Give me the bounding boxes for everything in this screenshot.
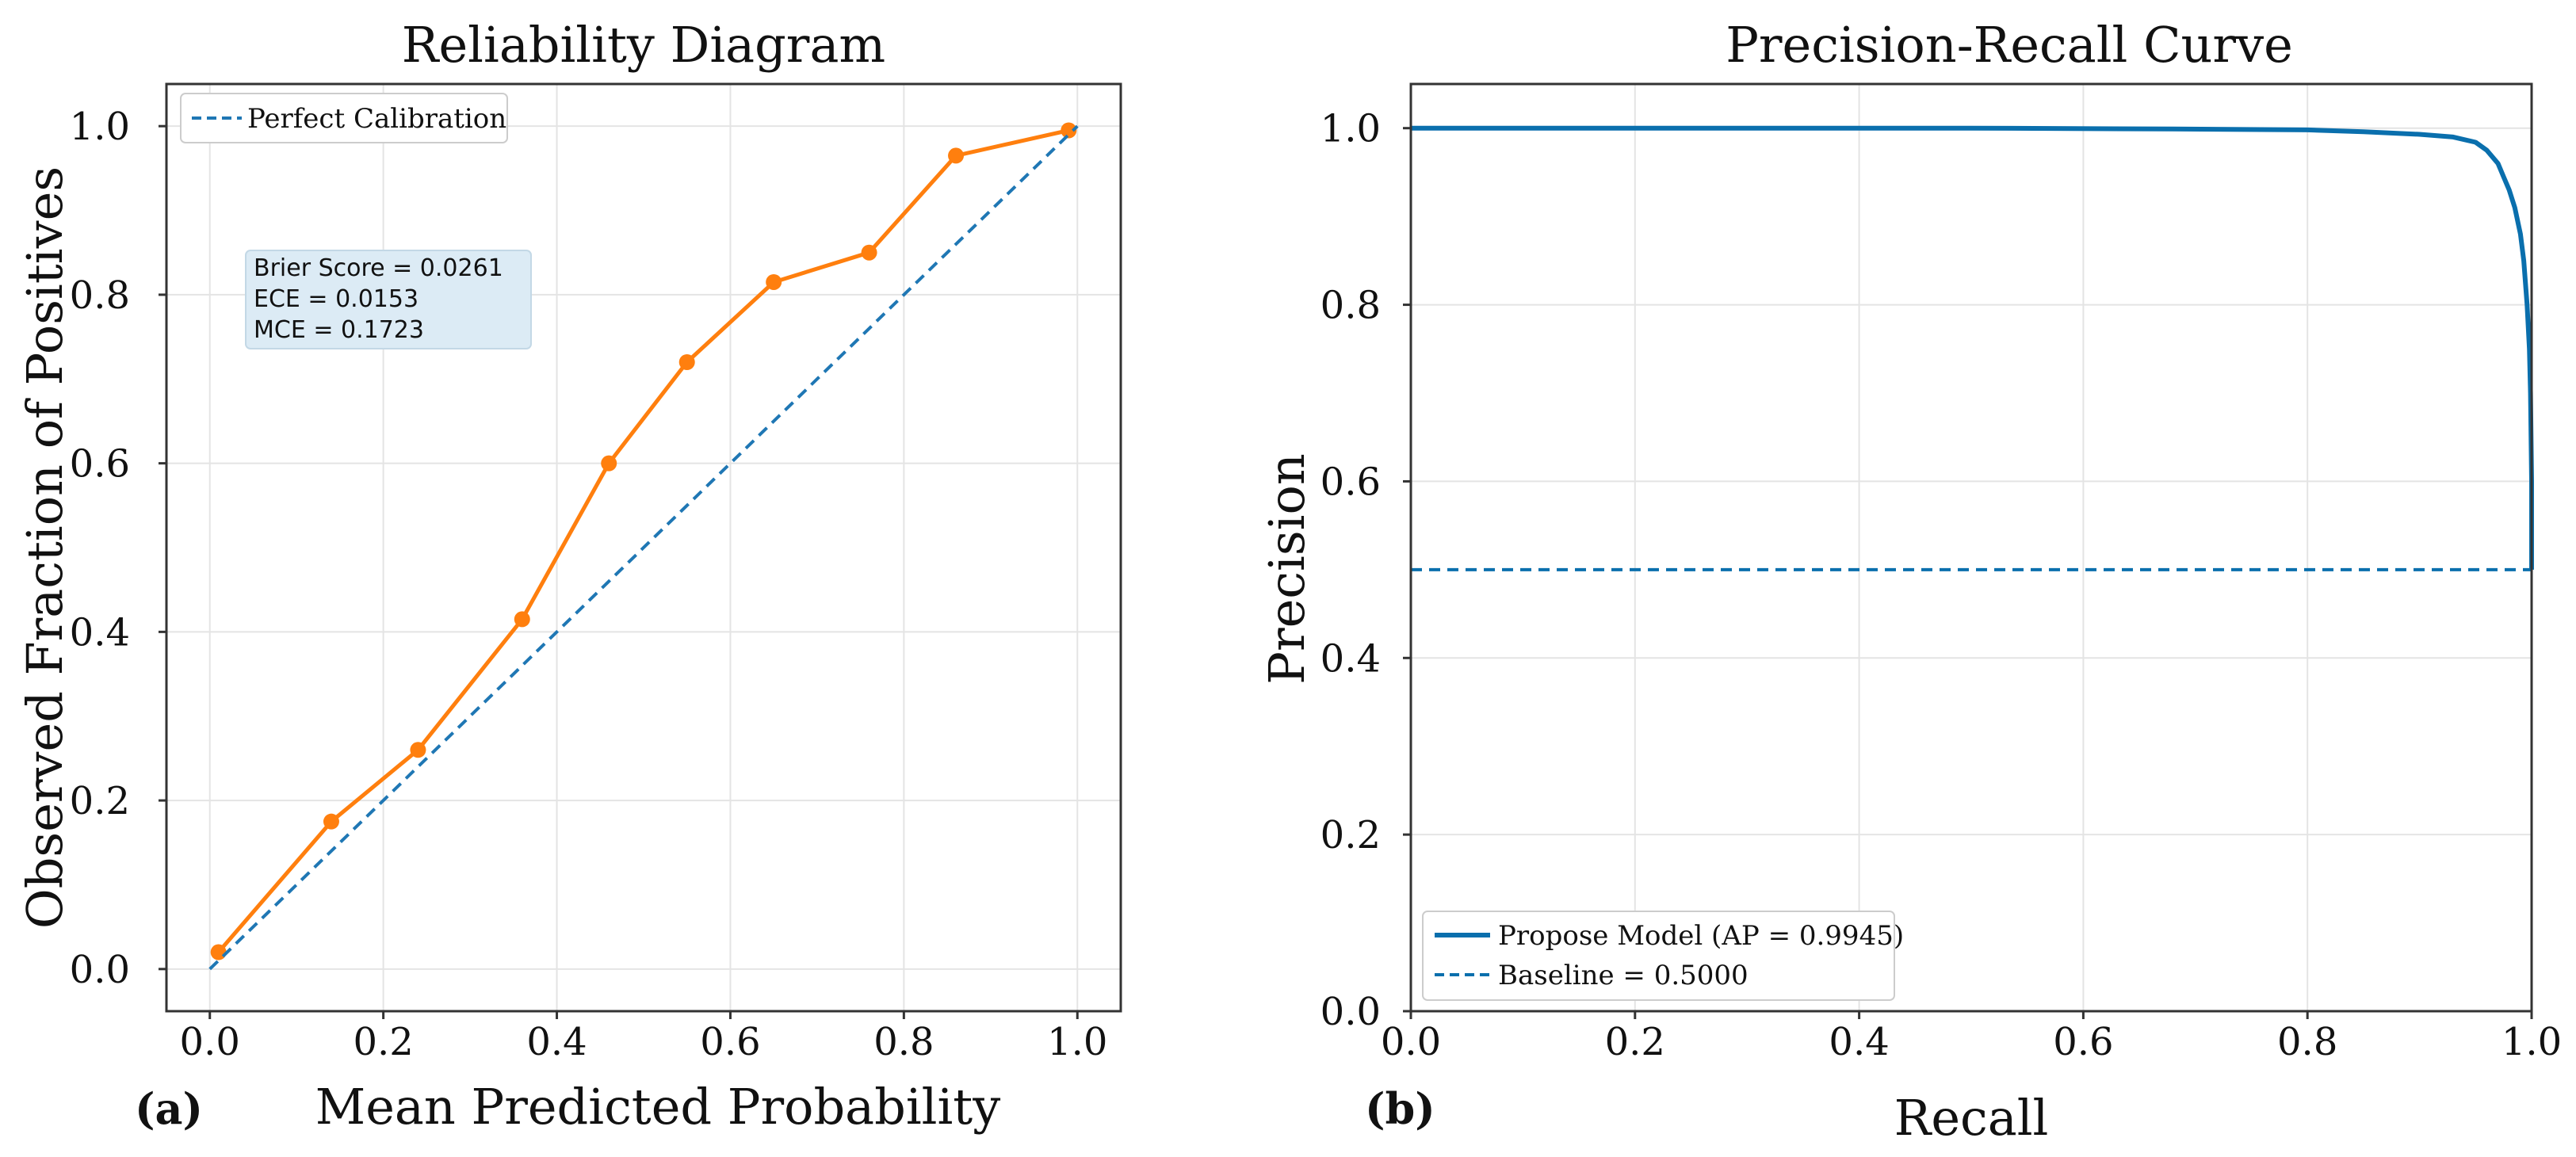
precision-recall-ticks: 0.0 0.2 0.4 0.6 0.8 1.0 0.0 0.2 0.4 0.6 0.8 1.0 <box>1320 107 2563 1064</box>
precision-recall-y-tick-label: 0.4 <box>1320 636 1381 681</box>
metrics-box-background <box>245 250 532 349</box>
reliability-data-point <box>861 244 877 261</box>
reliability-data-point <box>323 813 339 830</box>
reliability-data-point <box>766 273 782 290</box>
precision-recall-legend: Propose Model (AP = 0.9945) Baseline = 0… <box>1422 911 1904 1001</box>
precision-recall-y-tick-label: 0.2 <box>1320 813 1381 857</box>
precision-recall-grid <box>1410 84 2532 1012</box>
precision-recall-x-tick-label: 1.0 <box>2501 1020 2562 1064</box>
precision-recall-panel: 0.0 0.2 0.4 0.6 0.8 1.0 0.0 0.2 0.4 0.6 0.8 1.0 Pre… <box>1258 16 2562 1147</box>
reliability-legend: Perfect Calibration <box>180 93 508 143</box>
precision-recall-y-tick-label: 0.8 <box>1320 284 1381 328</box>
precision-recall-x-tick-label: 0.0 <box>1381 1020 1441 1064</box>
precision-recall-title: Precision-Recall Curve <box>1726 16 2293 74</box>
precision-recall-propose-model-ap-0-9945-line <box>1411 125 2534 570</box>
legend-propose-model-label: Propose Model (AP = 0.9945) <box>1498 920 1904 952</box>
brier-score-text: Brier Score = 0.0261 <box>254 254 503 282</box>
calibration-metrics-box: Brier Score = 0.0261 ECE = 0.0153 MCE = … <box>245 250 532 349</box>
panel-label-b: (b) <box>1365 1083 1435 1134</box>
reliability-ticks: 0.0 0.2 0.4 0.6 0.8 1.0 0.0 0.2 0.4 0.6 0.8 1.0 <box>70 105 1108 1064</box>
reliability-data-point <box>410 742 426 758</box>
legend-baseline-label: Baseline = 0.5000 <box>1498 960 1749 991</box>
reliability-legend-box <box>180 93 508 143</box>
reliability-x-tick-label: 1.0 <box>1047 1020 1107 1064</box>
reliability-x-axis-label: Mean Predicted Probability <box>315 1078 1001 1136</box>
mce-text: MCE = 0.1723 <box>254 316 424 344</box>
reliability-diagram-panel: 0.0 0.2 0.4 0.6 0.8 1.0 0.0 0.2 0.4 0.6 0.8 1.0 Rel… <box>16 16 1122 1136</box>
reliability-x-tick-label: 0.4 <box>526 1020 587 1064</box>
reliability-y-tick-label: 0.4 <box>70 610 130 655</box>
reliability-y-tick-label: 1.0 <box>70 105 130 149</box>
reliability-y-tick-label: 0.2 <box>70 779 130 823</box>
precision-recall-y-tick-label: 0.6 <box>1320 460 1381 504</box>
precision-recall-y-tick-label: 0.0 <box>1320 990 1381 1034</box>
legend-perfect-calibration-label: Perfect Calibration <box>247 103 506 135</box>
panel-label-a: (a) <box>135 1083 203 1134</box>
reliability-y-tick-label: 0.8 <box>70 273 130 318</box>
precision-recall-x-tick-label: 0.8 <box>2277 1020 2337 1064</box>
precision-recall-plot-frame <box>1409 82 2533 1013</box>
ece-text: ECE = 0.0153 <box>254 285 419 313</box>
reliability-x-tick-label: 0.0 <box>180 1020 240 1064</box>
reliability-data-point <box>1061 122 1077 139</box>
reliability-data-point <box>948 147 965 164</box>
reliability-plot-frame <box>165 82 1122 1013</box>
precision-recall-x-tick-label: 0.6 <box>2053 1020 2113 1064</box>
reliability-data-point <box>678 354 695 370</box>
reliability-y-tick-label: 0.0 <box>70 948 130 992</box>
reliability-y-axis-label: Observed Fraction of Positives <box>16 166 74 929</box>
reliability-y-tick-label: 0.6 <box>70 442 130 487</box>
precision-recall-legend-box <box>1422 911 1895 1001</box>
precision-recall-x-tick-label: 0.4 <box>1829 1020 1889 1064</box>
reliability-data-point <box>210 944 227 960</box>
precision-recall-x-axis-label: Recall <box>1894 1089 2049 1147</box>
reliability-x-tick-label: 0.6 <box>700 1020 760 1064</box>
reliability-data-point <box>601 455 617 472</box>
reliability-perfect-calibration-line <box>208 124 1079 971</box>
reliability-series-0-line <box>216 128 1069 954</box>
precision-recall-plot-area <box>1411 125 2534 571</box>
reliability-x-tick-label: 0.8 <box>873 1020 934 1064</box>
reliability-x-tick-label: 0.2 <box>353 1020 413 1064</box>
reliability-title: Reliability Diagram <box>402 16 885 74</box>
precision-recall-x-tick-label: 0.2 <box>1605 1020 1665 1064</box>
precision-recall-y-axis-label: Precision <box>1258 453 1316 685</box>
reliability-data-point <box>514 611 530 628</box>
reliability-plot-area <box>208 122 1079 971</box>
precision-recall-y-tick-label: 1.0 <box>1320 107 1381 151</box>
